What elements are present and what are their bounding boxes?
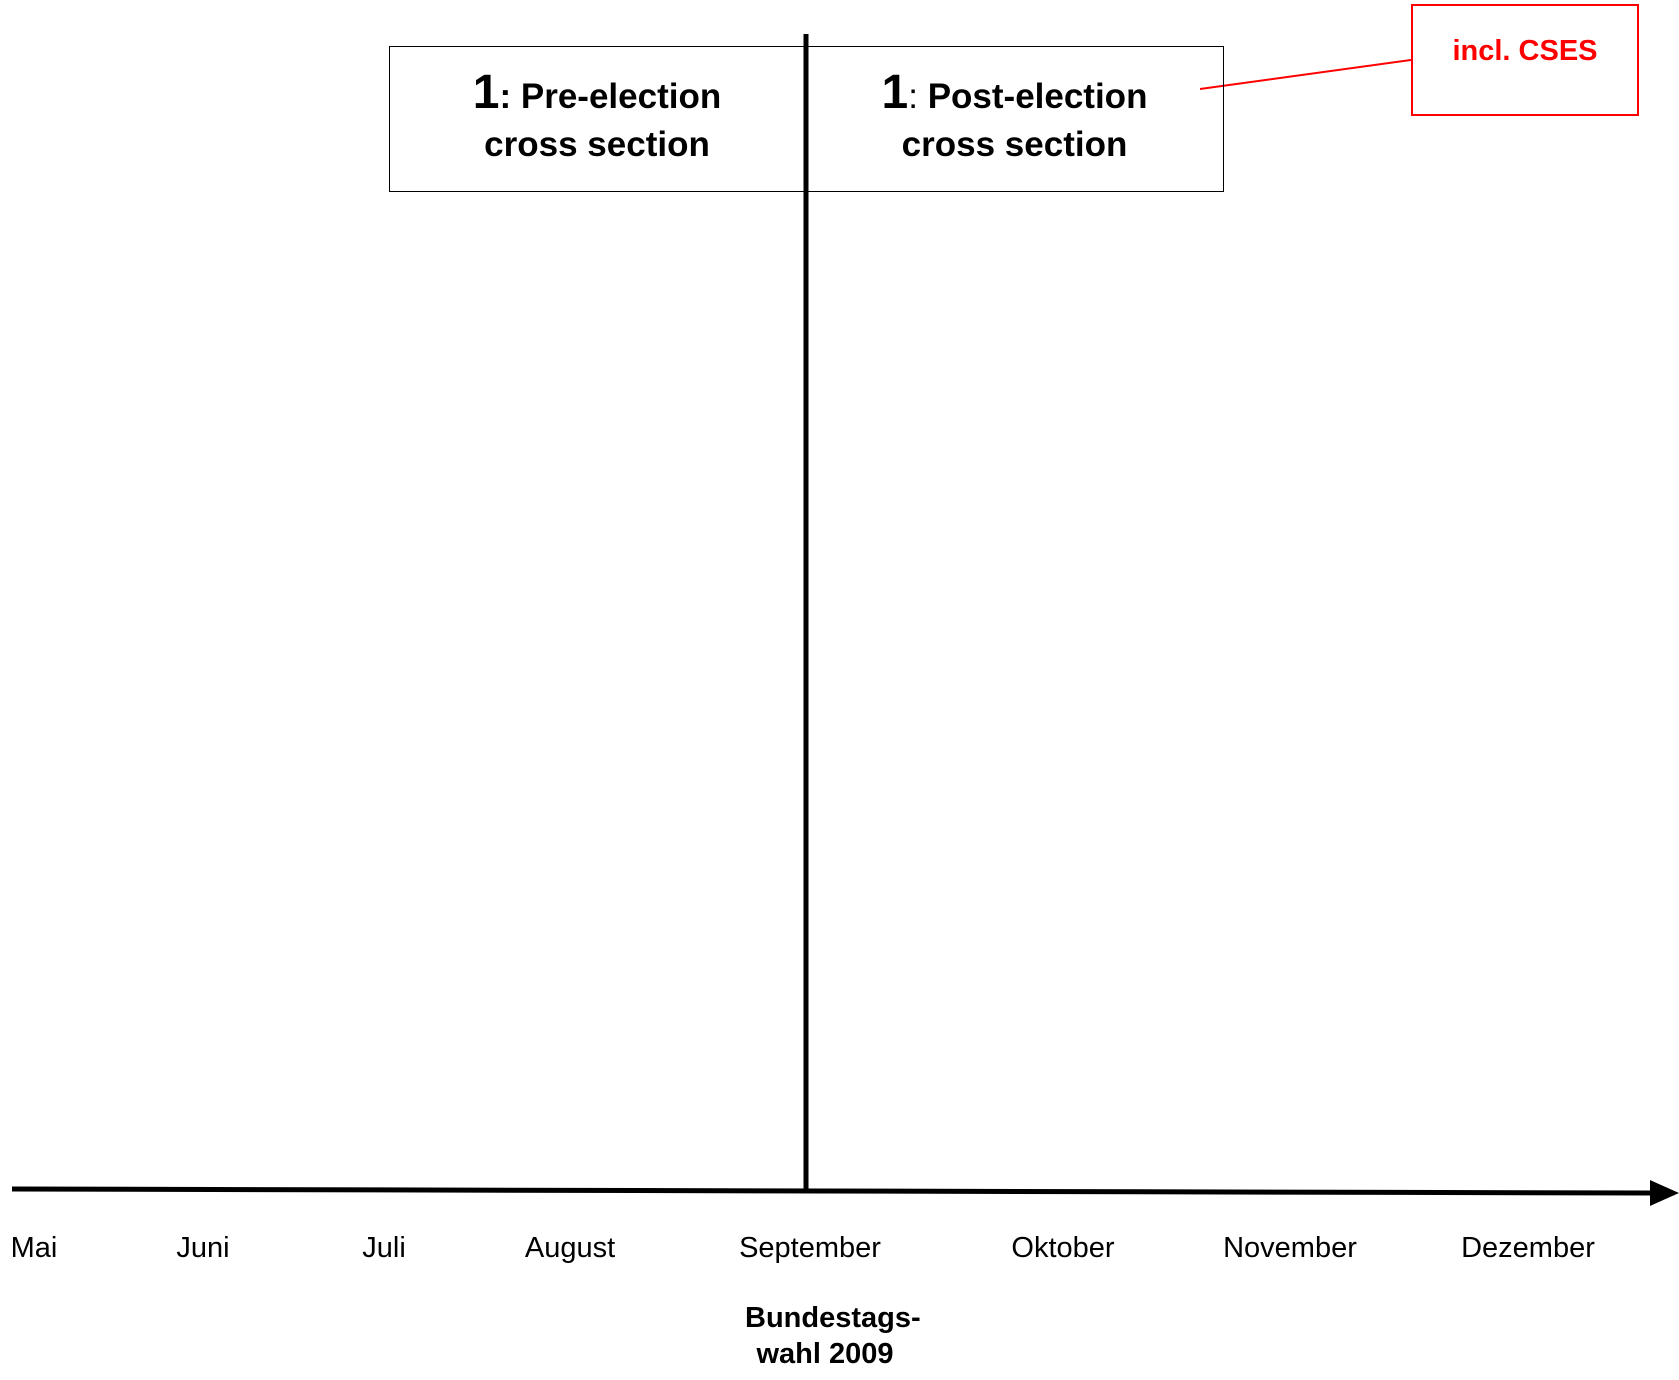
election-event-label-line2: wahl 2009 (756, 1338, 894, 1370)
month-label-mai: Mai (10, 1232, 58, 1264)
post-election-separator: : (908, 77, 928, 116)
election-event-label: Bundestags- wahl 2009 (745, 1300, 921, 1372)
month-label-november: November (1223, 1232, 1357, 1264)
timeline-axis (11, 1186, 1651, 1196)
month-label-juli: Juli (362, 1232, 406, 1264)
timeline-arrowhead-icon (1650, 1180, 1679, 1206)
pre-election-separator: : (499, 77, 521, 116)
post-election-wave-number: 1 (881, 66, 909, 119)
note-connector-line (1199, 59, 1412, 90)
cses-note-text: incl. CSES (1452, 34, 1598, 67)
pre-election-wave-number: 1 (472, 66, 500, 119)
month-label-dezember: Dezember (1461, 1232, 1595, 1264)
election-event-label-line1: Bundestags- (745, 1302, 921, 1334)
pre-election-phase-box: 1: Pre-election cross section (389, 46, 805, 192)
pre-election-subtitle: cross section (484, 125, 710, 164)
month-label-juni: Juni (176, 1232, 230, 1264)
post-election-title: Post-election (927, 77, 1148, 116)
cses-note-box: incl. CSES (1411, 4, 1639, 116)
post-election-subtitle: cross section (901, 125, 1128, 164)
post-election-title-line1: 1: Post-election (882, 69, 1148, 121)
month-label-oktober: Oktober (1011, 1232, 1115, 1264)
pre-election-title-line1: 1: Pre-election (473, 69, 721, 121)
month-label-august: August (524, 1232, 616, 1264)
month-label-september: September (739, 1232, 881, 1264)
pre-election-title: Pre-election (520, 77, 722, 116)
post-election-phase-box: 1: Post-election cross section (805, 46, 1224, 192)
